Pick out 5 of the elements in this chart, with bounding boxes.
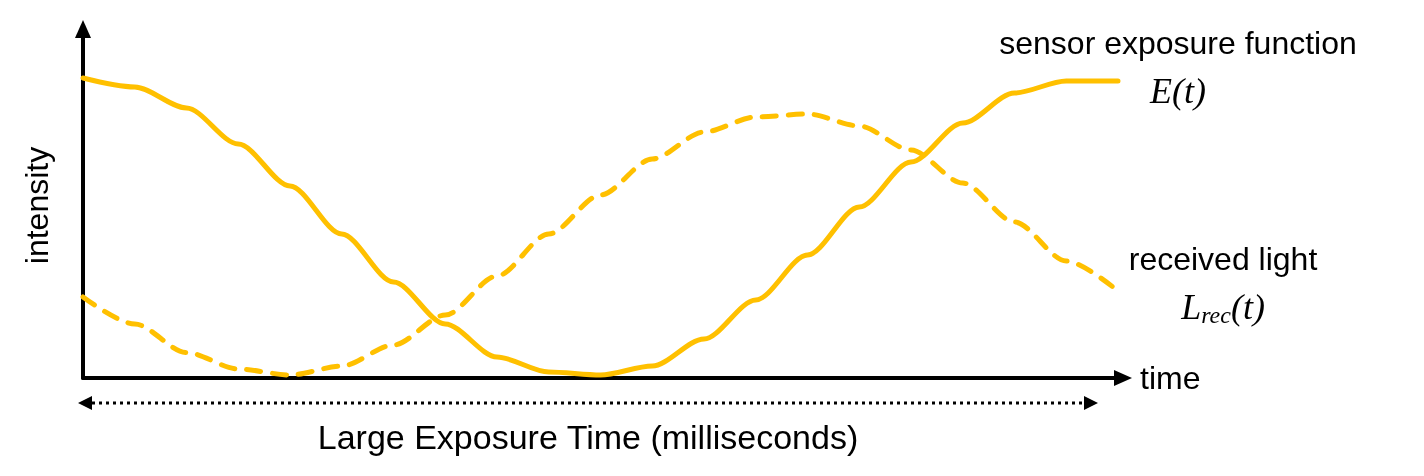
text: Large Exposure Time (milliseconds) — [316, 418, 860, 457]
series-label: sensor exposure function E(t) — [999, 25, 1357, 111]
series-label: received light Lrec(t) — [1128, 241, 1318, 328]
x-axis-title: time — [1140, 360, 1201, 396]
y-axis-title: intensity — [19, 146, 55, 265]
